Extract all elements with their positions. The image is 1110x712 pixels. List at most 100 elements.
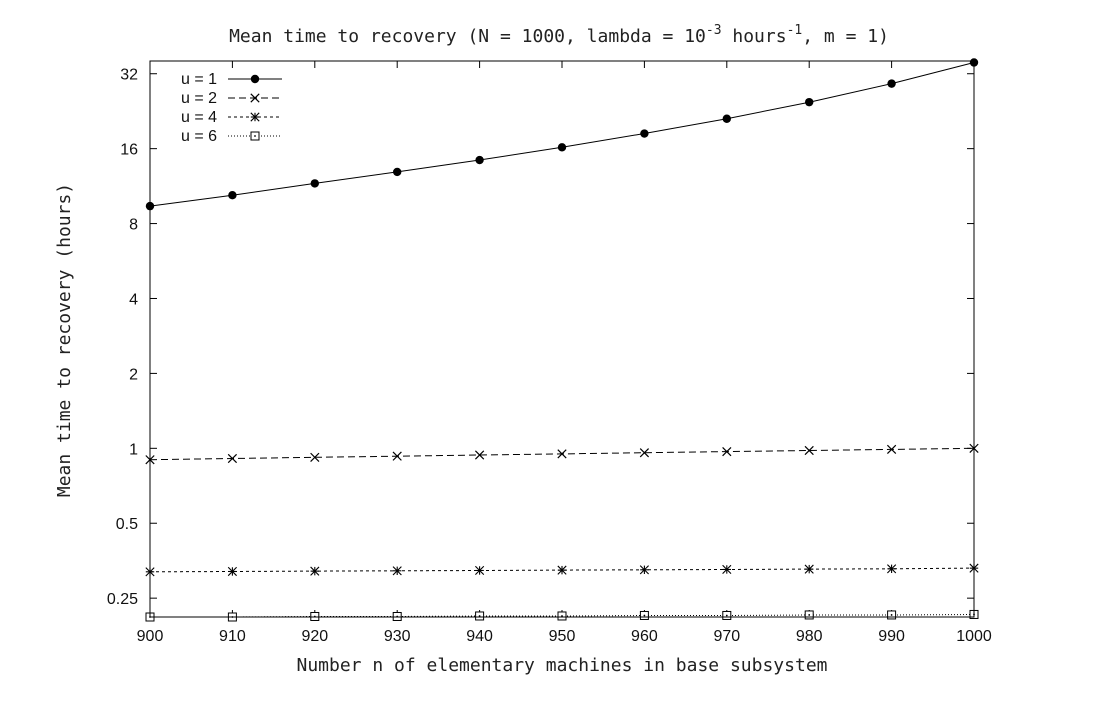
data-point: [393, 167, 402, 177]
marker-dot: [478, 615, 481, 617]
title-middle: hours: [722, 26, 787, 47]
x-tick-label: 970: [713, 628, 740, 645]
marker-dot: [808, 614, 811, 616]
data-point: [805, 97, 814, 107]
data-point: [887, 564, 897, 574]
y-tick-label: 1: [129, 441, 138, 458]
legend-marker: [250, 131, 260, 141]
data-point: [886, 444, 897, 455]
y-tick-label: 0.5: [116, 516, 138, 533]
data-point: [722, 114, 731, 123]
x-tick-label: 920: [301, 628, 328, 645]
series-2: [145, 443, 979, 465]
data-point: [639, 610, 649, 620]
x-tick-label: 930: [384, 628, 411, 645]
data-point: [557, 611, 567, 621]
series-layer: [145, 58, 979, 622]
marker-dot: [890, 614, 893, 616]
legend: u = 1 u = 2 u = 4 u = 6: [181, 71, 282, 145]
data-point: [557, 143, 567, 152]
data-point: [640, 129, 649, 138]
legend-entry: u = 4: [181, 109, 282, 126]
marker-stroke: [474, 450, 485, 460]
data-point: [887, 79, 896, 88]
series-line: [149, 62, 975, 207]
data-point: [392, 451, 402, 461]
data-point: [804, 610, 814, 620]
data-point: [310, 566, 320, 576]
marker-stroke: [227, 453, 238, 464]
data-point: [310, 452, 320, 462]
x-axis-label: Number n of elementary machines in base …: [296, 655, 827, 676]
data-point: [310, 179, 319, 188]
marker-stroke: [557, 449, 567, 459]
data-point: [227, 453, 238, 464]
y-tick-label: 8: [129, 217, 138, 234]
y-tick-label: 4: [129, 291, 138, 308]
legend-marker: [250, 74, 260, 84]
data-point: [227, 566, 237, 577]
x-tick-label: 960: [631, 628, 658, 645]
data-point: [722, 564, 732, 575]
title-suffix: , m = 1): [802, 26, 889, 47]
legend-entry: u = 6: [181, 128, 282, 145]
x-tick-label: 900: [137, 628, 164, 645]
data-point: [557, 449, 567, 459]
title-sup1: -3: [706, 23, 722, 38]
x-tick-label: 990: [878, 628, 905, 645]
data-point: [639, 565, 649, 575]
series-3: [145, 563, 979, 577]
legend-entry: u = 2: [181, 90, 282, 107]
series-1: [145, 58, 979, 211]
legend-label: u = 4: [181, 109, 217, 126]
data-point: [475, 611, 485, 621]
x-tick-label: 1000: [956, 628, 992, 645]
data-point: [639, 448, 650, 458]
data-point: [475, 155, 484, 165]
data-point: [804, 445, 814, 456]
data-point: [557, 565, 567, 575]
marker-stroke: [392, 451, 402, 461]
x-tick-label: 950: [549, 628, 576, 645]
y-tick-label: 16: [120, 142, 138, 159]
data-point: [474, 450, 485, 460]
data-point: [722, 446, 732, 457]
legend-label: u = 2: [181, 90, 217, 107]
marker-stroke: [639, 448, 650, 458]
marker-stroke: [886, 444, 897, 455]
data-point: [804, 564, 814, 574]
marker-stroke: [804, 445, 814, 456]
data-point: [475, 565, 485, 576]
marker-stroke: [310, 452, 320, 462]
marker-dot: [725, 614, 728, 617]
plot-frame: [149, 60, 975, 618]
data-point: [392, 566, 402, 576]
series-line: [149, 567, 975, 573]
legend-marker: [250, 112, 260, 122]
y-tick-label: 32: [120, 67, 138, 84]
ticks-layer: 900 910 920 930 940 950 960 970 980 990 1000 0.25 0.…: [107, 61, 992, 645]
y-tick-label: 2: [129, 366, 138, 383]
marker-dot: [643, 614, 646, 617]
marker-stroke: [722, 446, 732, 457]
title-sup2: -1: [787, 23, 803, 38]
data-point: [392, 611, 402, 621]
data-point: [228, 191, 237, 200]
legend-marker: [250, 93, 260, 103]
data-point: [722, 610, 732, 620]
title-prefix: Mean time to recovery (N = 1000, lambda …: [229, 26, 706, 47]
data-point: [310, 611, 320, 621]
x-tick-label: 980: [796, 628, 823, 645]
marker-stroke: [250, 93, 260, 103]
x-tick-label: 940: [466, 628, 493, 645]
chart-title: Mean time to recovery (N = 1000, lambda …: [229, 23, 889, 47]
data-point: [887, 610, 897, 620]
y-tick-label: 0.25: [107, 591, 138, 608]
x-tick-label: 910: [219, 628, 246, 645]
series-4: [145, 609, 979, 622]
marker-dot: [561, 615, 563, 617]
marker-dot: [254, 135, 256, 137]
legend-label: u = 6: [181, 128, 217, 145]
legend-label: u = 1: [181, 71, 217, 88]
